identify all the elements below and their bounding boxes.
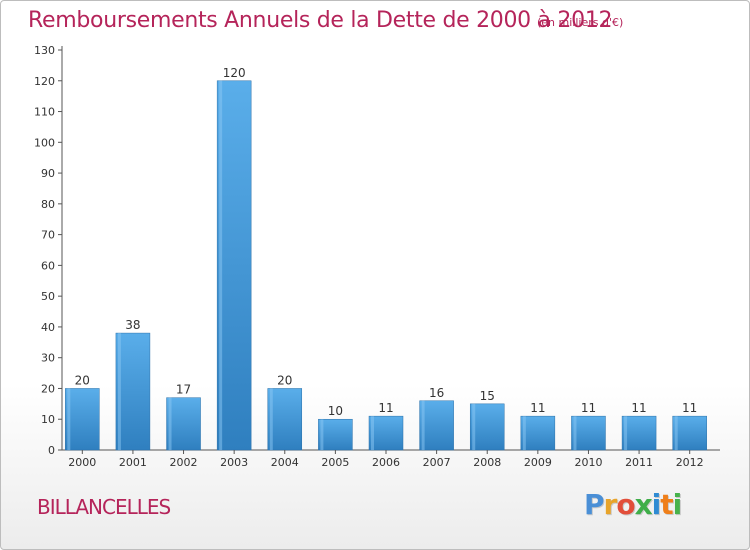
bar — [166, 397, 201, 451]
y-tick-label: 90 — [41, 167, 55, 180]
bar-value-label: 20 — [75, 373, 90, 387]
y-tick-label: 20 — [41, 382, 55, 395]
bar — [115, 332, 151, 451]
x-tick-label: 2005 — [321, 456, 349, 469]
y-tick-label: 50 — [41, 290, 55, 303]
bar-value-label: 11 — [682, 401, 697, 415]
bar — [520, 415, 556, 451]
y-tick-label: 130 — [34, 44, 55, 57]
logo-letter: P — [584, 488, 605, 521]
bar — [672, 415, 707, 451]
x-tick-label: 2011 — [625, 456, 653, 469]
logo-letter: i — [651, 488, 662, 521]
logo-letter: o — [616, 488, 635, 521]
chart-unit: (en milliers d'€) — [537, 16, 624, 29]
bar-highlight — [219, 80, 223, 451]
bar-value-label: 17 — [176, 383, 191, 397]
x-tick-label: 2003 — [220, 456, 248, 469]
bar-highlight — [472, 403, 476, 450]
bar — [368, 415, 404, 451]
bar-value-label: 11 — [631, 401, 646, 415]
y-tick-label: 120 — [34, 75, 55, 88]
bar — [216, 80, 252, 451]
y-tick-label: 0 — [48, 444, 55, 457]
x-tick-label: 2007 — [423, 456, 451, 469]
bar-highlight — [624, 416, 628, 450]
bar — [267, 388, 303, 451]
bar-value-label: 15 — [480, 389, 495, 403]
bar-highlight — [421, 400, 425, 450]
bar-highlight — [674, 416, 678, 450]
y-tick-label: 70 — [41, 229, 55, 242]
bar-value-label: 20 — [277, 373, 292, 387]
bar-highlight — [168, 397, 172, 450]
y-tick-label: 10 — [41, 413, 55, 426]
bar-value-label: 38 — [125, 318, 140, 332]
bar-highlight — [371, 416, 374, 450]
logo-letter: r — [603, 488, 618, 521]
bar-value-label: 120 — [223, 66, 246, 80]
x-tick-label: 2001 — [119, 456, 147, 469]
bar-value-label: 11 — [581, 401, 596, 415]
bar-highlight — [67, 388, 71, 450]
x-tick-label: 2000 — [68, 456, 96, 469]
y-tick-label: 60 — [41, 259, 55, 272]
bar — [65, 388, 100, 451]
logo-letter: t — [660, 488, 673, 521]
bar — [571, 415, 606, 451]
y-tick-label: 100 — [34, 136, 55, 149]
bar-highlight — [117, 333, 121, 450]
x-tick-label: 2010 — [574, 456, 602, 469]
logo-letter: i — [672, 488, 683, 521]
bar-value-label: 11 — [378, 401, 393, 415]
bar-value-label: 11 — [530, 401, 545, 415]
y-tick-label: 40 — [41, 321, 55, 334]
y-tick-label: 110 — [34, 106, 55, 119]
bar — [469, 403, 505, 451]
bar-highlight — [522, 416, 526, 450]
bar-value-label: 10 — [328, 404, 343, 418]
bar — [318, 418, 353, 451]
bar-highlight — [269, 388, 273, 450]
bar-highlight — [573, 416, 577, 450]
bar — [419, 400, 454, 451]
chart-title: Remboursements Annuels de la Dette de 20… — [28, 8, 613, 33]
bar — [621, 415, 657, 451]
y-tick-label: 80 — [41, 198, 55, 211]
x-tick-label: 2006 — [372, 456, 400, 469]
bar-value-label: 16 — [429, 386, 444, 400]
bar-highlight — [320, 419, 324, 450]
x-tick-label: 2004 — [271, 456, 299, 469]
x-tick-label: 2009 — [524, 456, 552, 469]
commune-name: BILLANCELLES — [37, 495, 171, 519]
x-tick-label: 2002 — [170, 456, 198, 469]
x-tick-label: 2012 — [676, 456, 704, 469]
y-tick-label: 30 — [41, 352, 55, 365]
logo-letter: x — [634, 488, 653, 521]
x-tick-label: 2008 — [473, 456, 501, 469]
proxiti-logo: Proxiti — [584, 488, 683, 521]
